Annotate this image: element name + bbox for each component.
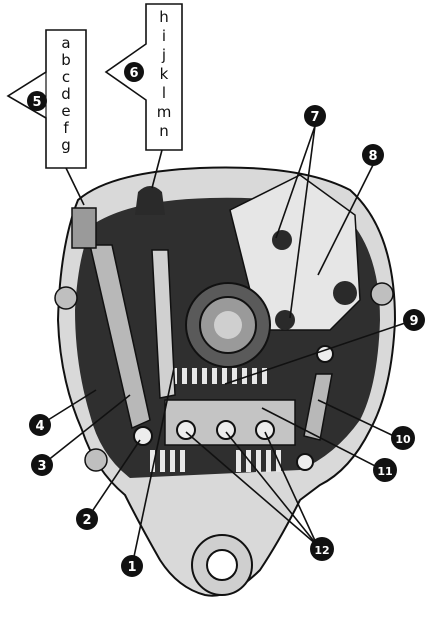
terminal-post-left	[71, 207, 97, 249]
regulator-screw-2	[272, 230, 292, 250]
callout-9: 9	[403, 309, 425, 331]
tag-left-badge	[27, 91, 47, 111]
tag-left-number: 5	[32, 95, 41, 110]
callout-10: 10	[391, 426, 415, 450]
tag-right-leader	[151, 149, 163, 189]
tag-left-outline	[6, 29, 87, 169]
callout-3: 3	[31, 454, 53, 476]
tag-right-letter: h	[159, 8, 169, 26]
callout-2: 2	[76, 508, 98, 530]
terminal-stud-c	[255, 420, 275, 440]
svg-text:8: 8	[368, 149, 377, 164]
leader-lines	[39, 125, 415, 567]
tag-left-letter: g	[61, 136, 71, 154]
svg-text:2: 2	[82, 513, 91, 528]
terminal-stud-f	[316, 345, 334, 363]
alternator-illustration	[54, 166, 397, 597]
tag-right-letter: k	[160, 65, 169, 83]
tag-right-outline	[104, 3, 183, 151]
svg-text:11: 11	[377, 465, 392, 478]
tag-right-letter: m	[157, 103, 172, 121]
terminal-stud-b	[216, 420, 236, 440]
callout-4: 4	[29, 414, 51, 436]
svg-text:12: 12	[314, 544, 329, 557]
strap-center	[151, 249, 176, 399]
tag-right: 6 h i j k l m n	[104, 3, 183, 189]
tag-left-letter: d	[61, 85, 71, 103]
terminal-cap-right	[135, 186, 165, 215]
tag-right-letter: j	[161, 46, 166, 64]
bearing-center	[214, 311, 242, 339]
svg-text:9: 9	[409, 314, 418, 329]
terminal-stud-d	[133, 426, 153, 446]
mounting-hole	[206, 549, 238, 581]
regulator-screw	[333, 281, 357, 305]
callout-12: 12	[310, 537, 334, 561]
tag-right-number: 6	[129, 66, 138, 81]
tag-left-leader	[65, 167, 85, 206]
tag-left-letter: b	[61, 51, 71, 69]
regulator-screw-3	[275, 310, 295, 330]
svg-text:4: 4	[35, 419, 44, 434]
svg-text:3: 3	[37, 459, 46, 474]
svg-text:7: 7	[310, 110, 319, 125]
callout-8: 8	[362, 144, 384, 166]
boss-left	[54, 286, 78, 310]
tag-right-letter: i	[162, 27, 166, 45]
tag-left-letter: c	[62, 68, 70, 86]
terminal-stud-e	[296, 453, 314, 471]
tag-right-letter: l	[162, 84, 166, 102]
tag-left-letter: a	[61, 34, 70, 52]
strap-right	[303, 373, 333, 441]
tag-left-letter: e	[61, 102, 70, 120]
strap-left	[89, 244, 151, 430]
svg-text:1: 1	[127, 560, 136, 575]
tag-left: 5 a b c d e f g	[6, 29, 87, 206]
boss-right	[370, 282, 394, 306]
tag-right-badge	[124, 62, 144, 82]
callout-11: 11	[373, 458, 397, 482]
callout-1: 1	[121, 555, 143, 577]
boss-bottom-left	[84, 448, 108, 472]
callout-7: 7	[304, 105, 326, 127]
terminal-stud-a	[176, 420, 196, 440]
tag-left-letter: f	[63, 119, 69, 137]
svg-text:10: 10	[395, 433, 411, 446]
tag-right-letter: n	[159, 122, 169, 140]
